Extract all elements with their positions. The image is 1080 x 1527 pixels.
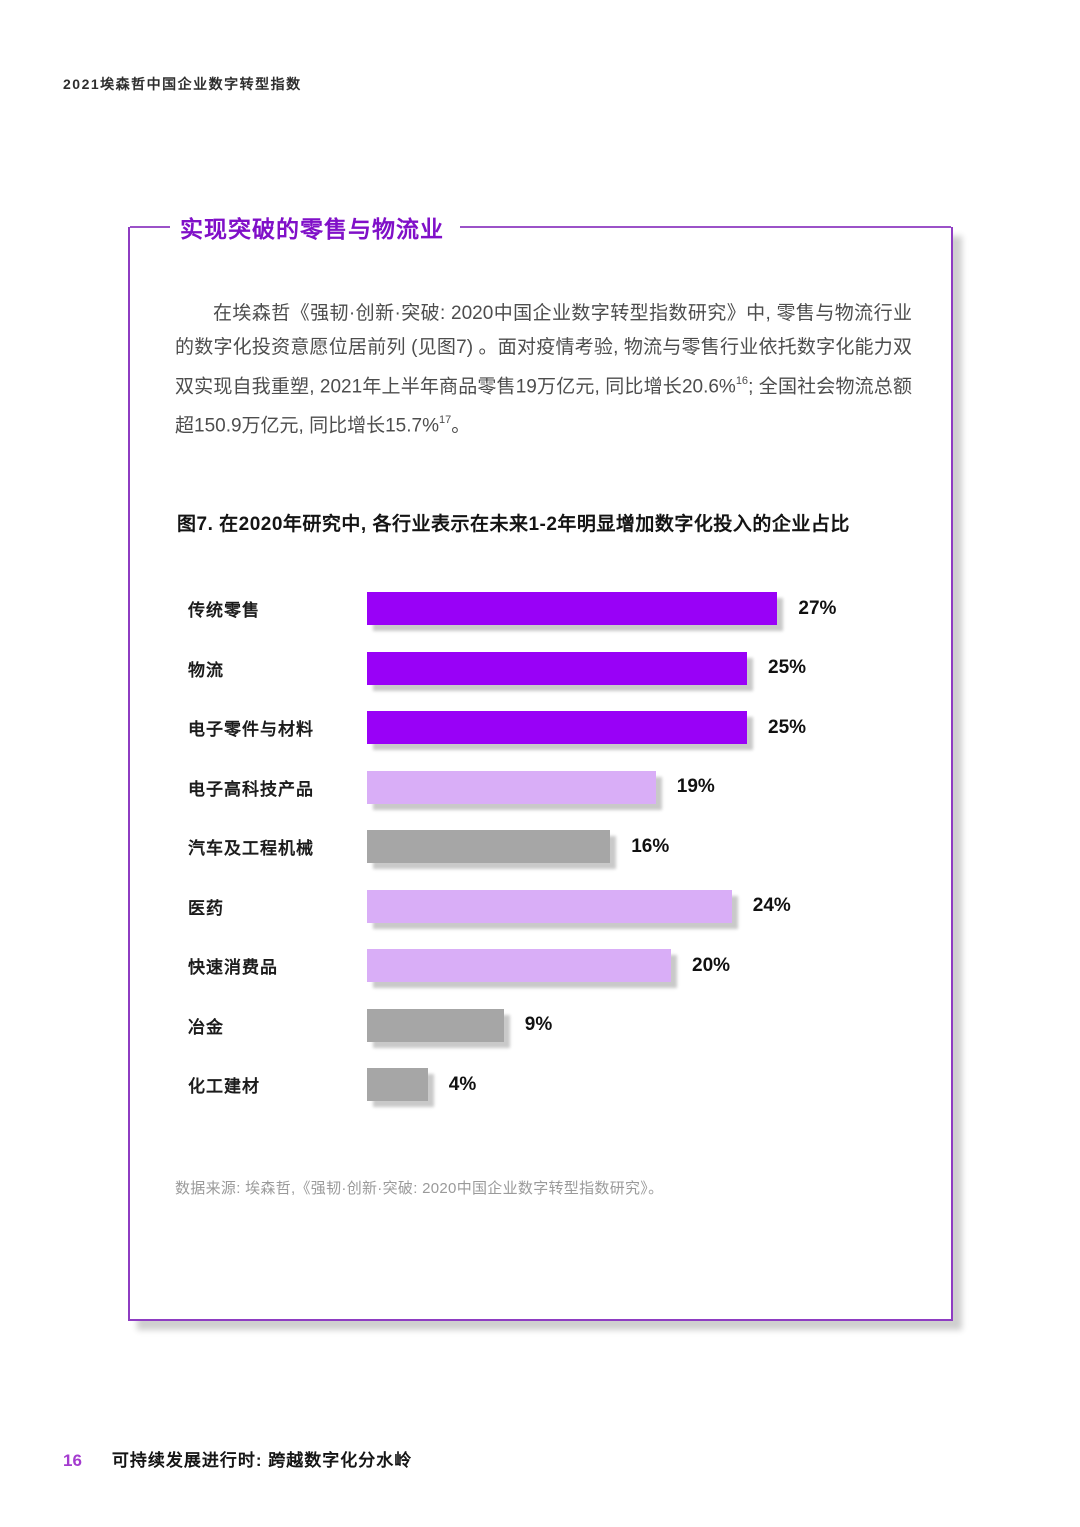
category-label: 传统零售	[188, 601, 260, 621]
document-header-title: 2021埃森哲中国企业数字转型指数	[63, 76, 302, 92]
bar	[367, 770, 656, 804]
value-label: 20%	[692, 954, 731, 976]
chart-row: 医药 24%	[130, 877, 951, 937]
category-label: 物流	[188, 660, 224, 680]
bar	[367, 592, 778, 626]
value-label: 19%	[676, 776, 715, 798]
chart-row: 汽车及工程机械 16%	[130, 817, 951, 877]
value-label: 25%	[768, 716, 807, 738]
bar	[367, 889, 732, 923]
content-panel: 实现突破的零售与物流业 在埃森哲《强韧·创新·突破: 2020中国企业数字转型指…	[128, 216, 953, 1321]
bar-chart: 传统零售 27% 物流 25% 电子零件与材料 25% 电子高科技产品 19% 汽车及工程机械 1…	[130, 579, 951, 1115]
bar	[367, 651, 747, 685]
category-label: 电子高科技产品	[188, 779, 314, 799]
paragraph-text: ; 全国社会物流总额超150.9万亿元, 同比增长15.7%	[175, 376, 912, 437]
footnote-ref-17: 17	[438, 414, 452, 427]
chart-row: 电子高科技产品 19%	[130, 758, 951, 818]
title-rule-left	[130, 226, 170, 228]
category-label: 化工建材	[188, 1077, 260, 1097]
value-label: 24%	[752, 895, 791, 917]
section-title: 实现突破的零售与物流业	[180, 216, 444, 242]
chart-row: 物流 25%	[130, 639, 951, 699]
value-label: 9%	[524, 1014, 553, 1036]
chart-row: 化工建材 4%	[130, 1055, 951, 1115]
chart-row: 传统零售 27%	[130, 579, 951, 639]
figure-title: 图7. 在2020年研究中, 各行业表示在未来1-2年明显增加数字化投入的企业占…	[177, 514, 850, 535]
bar	[367, 1068, 428, 1102]
bar	[367, 711, 747, 745]
chart-row: 冶金 9%	[130, 996, 951, 1056]
category-label: 医药	[188, 898, 224, 918]
category-label: 电子零件与材料	[188, 720, 314, 740]
document-footer: 16 可持续发展进行时: 跨越数字化分水岭	[63, 1446, 412, 1471]
chart-row: 快速消费品 20%	[130, 936, 951, 996]
bar	[367, 1008, 504, 1042]
footer-title: 可持续发展进行时: 跨越数字化分水岭	[111, 1451, 413, 1470]
body-paragraph: 在埃森哲《强韧·创新·突破: 2020中国企业数字转型指数研究》中, 零售与物流…	[175, 297, 912, 444]
value-label: 27%	[798, 597, 837, 619]
section-title-row: 实现突破的零售与物流业	[130, 210, 951, 244]
paragraph-text: 。	[451, 415, 471, 437]
category-label: 汽车及工程机械	[188, 839, 314, 859]
title-rule-right	[460, 226, 951, 228]
value-label: 16%	[631, 835, 670, 857]
category-label: 冶金	[188, 1017, 224, 1037]
footnote-ref-16: 16	[735, 375, 749, 387]
value-label: 25%	[768, 657, 807, 679]
data-source-note: 数据来源: 埃森哲,《强韧·创新·突破: 2020中国企业数字转型指数研究》。	[175, 1180, 664, 1197]
category-label: 快速消费品	[188, 958, 278, 978]
value-label: 4%	[448, 1073, 477, 1095]
page-number: 16	[63, 1451, 82, 1470]
bar	[367, 949, 671, 983]
bar	[367, 830, 611, 864]
chart-row: 电子零件与材料 25%	[130, 698, 951, 758]
paragraph-text: 在埃森哲《强韧·创新·突破: 2020中国企业数字转型指数研究》中, 零售与物流…	[175, 303, 912, 398]
